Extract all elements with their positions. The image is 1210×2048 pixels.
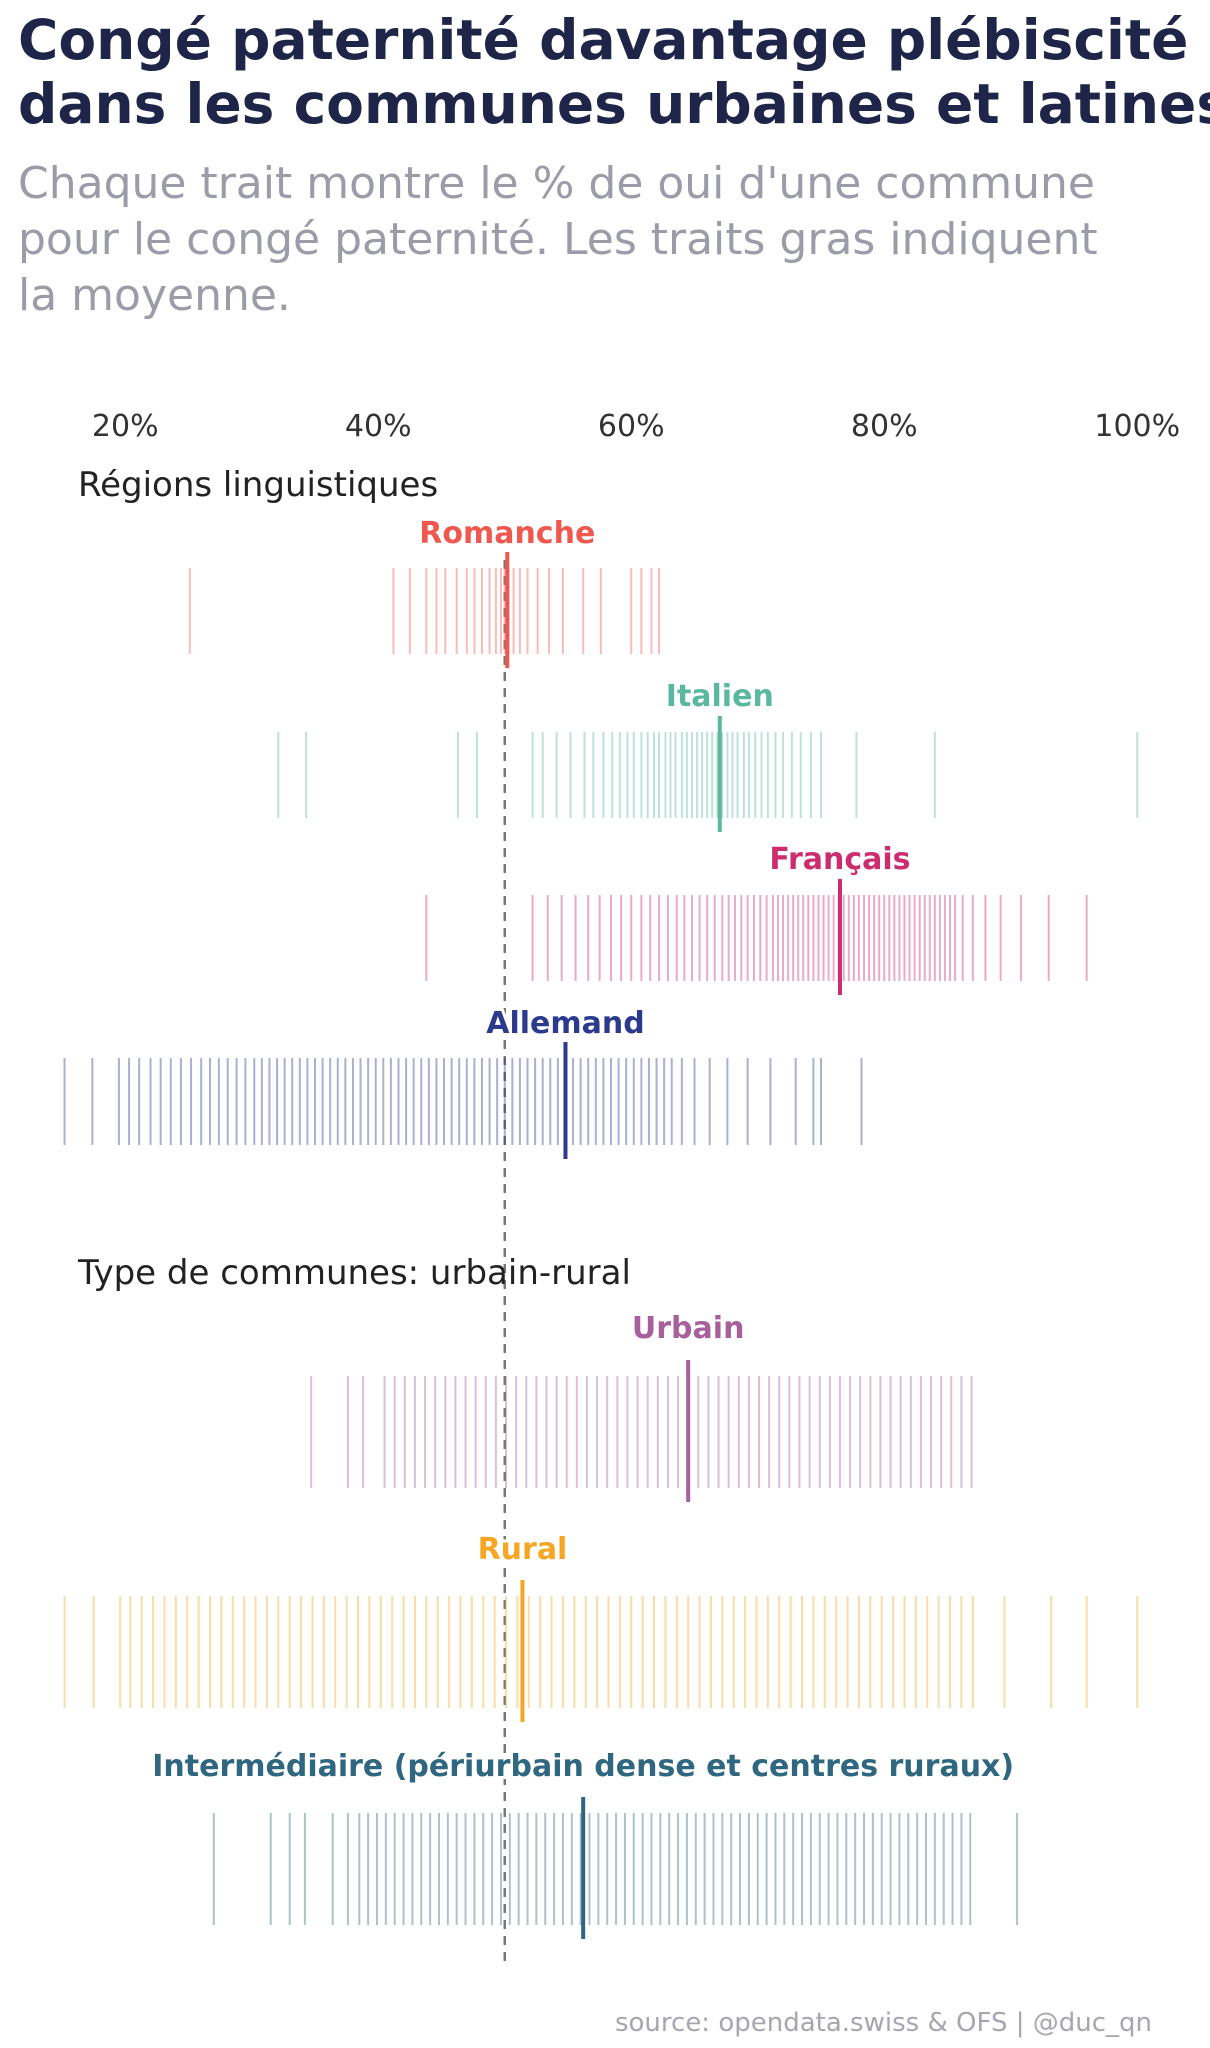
series-label: Romanche: [419, 516, 595, 551]
x-tick-label: 80%: [851, 409, 918, 444]
series-label: Rural: [478, 1532, 568, 1567]
chart-subtitle-line: pour le congé paternité. Les traits gras…: [18, 214, 1098, 265]
group-heading: Type de communes: urbain-rural: [77, 1253, 631, 1293]
series-label: Allemand: [486, 1006, 644, 1041]
x-tick-label: 20%: [92, 409, 159, 444]
chart-subtitle-line: Chaque trait montre le % de oui d'une co…: [18, 158, 1095, 209]
series-label: Français: [769, 842, 910, 877]
x-tick-label: 100%: [1094, 409, 1180, 444]
series-label: Italien: [666, 679, 774, 714]
source-note: source: opendata.swiss & OFS | @duc_qn: [614, 2008, 1152, 2038]
group-heading: Régions linguistiques: [78, 465, 438, 505]
chart-title: Congé paternité davantage plébiscité dan…: [18, 8, 1210, 136]
series-label: Intermédiaire (périurbain dense et centr…: [152, 1749, 1014, 1784]
chart-title-line: Congé paternité davantage plébiscité: [18, 8, 1189, 72]
x-tick-label: 60%: [598, 409, 665, 444]
chart-subtitle: Chaque trait montre le % de oui d'une co…: [18, 156, 1198, 324]
x-tick-label: 40%: [345, 409, 412, 444]
series-label: Urbain: [632, 1311, 745, 1346]
chart-title-line: dans les communes urbaines et latines: [18, 72, 1210, 136]
chart-subtitle-line: la moyenne.: [18, 270, 291, 321]
